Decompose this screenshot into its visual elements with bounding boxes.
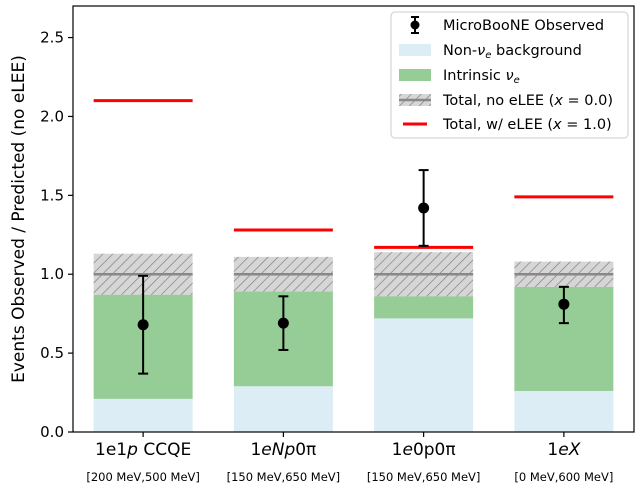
legend-frame — [390, 11, 629, 139]
y-tick-label: 2.5 — [40, 29, 64, 47]
plot-frame — [72, 5, 635, 433]
y-axis-label: Events Observed / Predicted (no eLEE) — [9, 55, 29, 383]
y-tick-label: 0.0 — [40, 423, 64, 441]
data-point-1 — [137, 319, 149, 331]
bar-background-2 — [233, 386, 333, 432]
category-label-3: 1e0p0π — [392, 440, 456, 460]
bar-background-1 — [93, 398, 193, 432]
category-label-4: 1eX — [547, 440, 580, 460]
y-tick-label: 0.5 — [40, 344, 64, 362]
y-tick-label: 2.0 — [40, 107, 64, 125]
data-point-2 — [277, 317, 289, 329]
bar-background-4 — [514, 390, 614, 432]
legend: MicroBooNE Observed Non-νe background Intr… — [390, 11, 629, 139]
energy-range-label-1: [200 MeV,500 MeV] — [86, 470, 200, 484]
legend-label-4: Total, no eLEE (x = 0.0) — [442, 93, 613, 109]
energy-range-label-4: [0 MeV,600 MeV] — [514, 470, 613, 484]
legend-label-2: Non-νe background — [443, 43, 582, 61]
category-label-1: 1e1p CCQE — [95, 440, 191, 460]
data-point-3 — [418, 202, 430, 214]
energy-range-label-2: [150 MeV,650 MeV] — [227, 470, 341, 484]
bar-background-3 — [374, 318, 474, 432]
y-tick-label: 1.5 — [40, 186, 64, 204]
category-label-2: 1eNp0π — [250, 440, 316, 460]
legend-swatch-intrinsic — [399, 69, 431, 81]
legend-marker-point — [410, 20, 420, 30]
data-point-4 — [558, 298, 570, 310]
legend-swatch-background — [399, 44, 431, 56]
y-tick-label: 1.0 — [40, 265, 64, 283]
bar-intrinsic-3 — [374, 296, 474, 319]
legend-label-1: MicroBooNE Observed — [443, 18, 604, 34]
legend-label-3: Intrinsic νe — [443, 68, 520, 86]
legend-label-5: Total, w/ eLEE (x = 1.0) — [442, 117, 612, 133]
energy-range-label-3: [150 MeV,650 MeV] — [367, 470, 481, 484]
